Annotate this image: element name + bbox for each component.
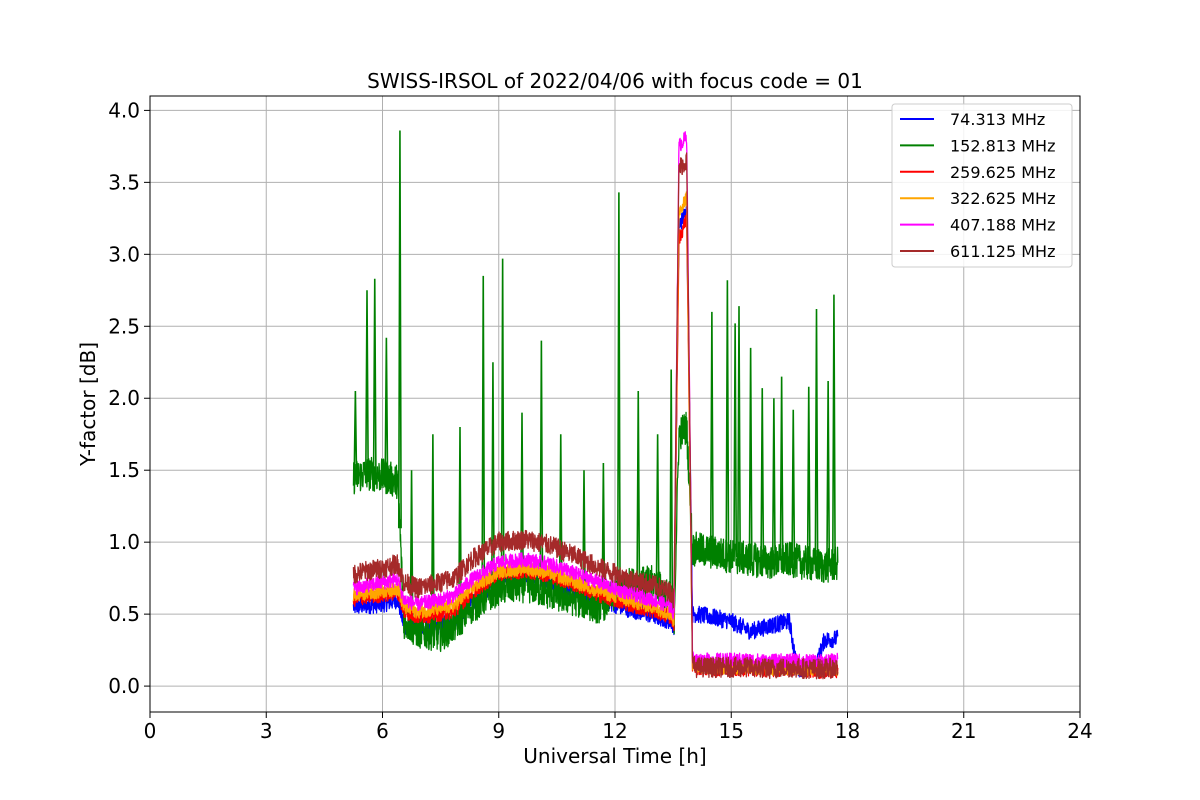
legend-entry: 322.625 MHz xyxy=(950,189,1055,208)
series-spike xyxy=(372,278,377,475)
series-line xyxy=(352,152,839,680)
chart-title: SWISS-IRSOL of 2022/04/06 with focus cod… xyxy=(367,69,863,93)
legend: 74.313 MHz 152.813 MHz 259.625 MHz 322.625 … xyxy=(891,103,1073,268)
series-spike xyxy=(384,337,389,478)
y-tick-label: 4.0 xyxy=(108,98,140,122)
x-tick-label: 9 xyxy=(492,719,505,743)
legend-entry: 152.813 MHz xyxy=(950,136,1055,155)
y-axis-label: Y-factor [dB] xyxy=(76,342,100,467)
x-tick-label: 18 xyxy=(835,719,860,743)
series-layer xyxy=(352,130,839,680)
series-spike xyxy=(601,463,606,604)
series-spike xyxy=(365,290,369,474)
series-spike xyxy=(779,376,784,561)
y-tick-label: 0.5 xyxy=(108,602,140,626)
legend-entry: 407.188 MHz xyxy=(950,216,1055,235)
legend-box xyxy=(891,103,1073,268)
series-spike xyxy=(481,275,486,599)
series-spike xyxy=(397,130,402,529)
series-spike xyxy=(458,427,462,620)
x-tick-label: 12 xyxy=(602,719,627,743)
series-spike xyxy=(520,412,524,586)
y-tick-label: 3.5 xyxy=(108,170,140,194)
series-spike xyxy=(725,280,730,556)
series-spike xyxy=(831,294,836,565)
series-spike xyxy=(655,434,660,587)
x-axis-ticks: 0 3 6 9 12 15 18 21 24 xyxy=(144,712,1093,743)
x-tick-label: 0 xyxy=(144,719,157,743)
y-tick-label: 2.0 xyxy=(108,386,140,410)
legend-entry: 74.313 MHz xyxy=(950,110,1045,129)
y-tick-label: 2.5 xyxy=(108,314,140,338)
series-spike xyxy=(791,409,796,561)
x-tick-label: 21 xyxy=(951,719,976,743)
series-spike xyxy=(669,369,674,600)
x-tick-label: 6 xyxy=(376,719,389,743)
series-spike xyxy=(771,398,776,562)
series-spike xyxy=(490,362,495,593)
legend-entry: 611.125 MHz xyxy=(950,242,1055,261)
series-spike xyxy=(539,340,544,591)
series-spike xyxy=(826,380,831,566)
y-axis-ticks: 0.0 0.5 1.0 1.5 2.0 2.5 3.0 3.5 4.0 xyxy=(108,98,150,698)
series-line xyxy=(352,131,839,670)
x-tick-label: 3 xyxy=(260,719,273,743)
series-spike xyxy=(430,434,435,634)
y-tick-label: 1.5 xyxy=(108,458,140,482)
series-spike xyxy=(616,192,621,592)
legend-entry: 259.625 MHz xyxy=(950,163,1055,182)
series-spike xyxy=(353,391,358,477)
series-spike xyxy=(409,470,414,628)
x-tick-label: 15 xyxy=(719,719,744,743)
y-tick-label: 3.0 xyxy=(108,242,140,266)
series-spike xyxy=(814,309,819,566)
series-spike xyxy=(500,258,505,588)
y-tick-label: 0.0 xyxy=(108,674,140,698)
series-spike xyxy=(636,391,641,585)
series-spike xyxy=(760,388,765,562)
series-spike xyxy=(737,306,741,558)
x-axis-label: Universal Time [h] xyxy=(523,744,706,768)
x-tick-label: 24 xyxy=(1067,719,1092,743)
series-spike xyxy=(733,323,738,558)
y-tick-label: 1.0 xyxy=(108,530,140,554)
series-spike xyxy=(709,311,714,553)
plot-area xyxy=(352,130,839,680)
series-spike xyxy=(748,347,753,560)
series-spike xyxy=(806,386,811,564)
